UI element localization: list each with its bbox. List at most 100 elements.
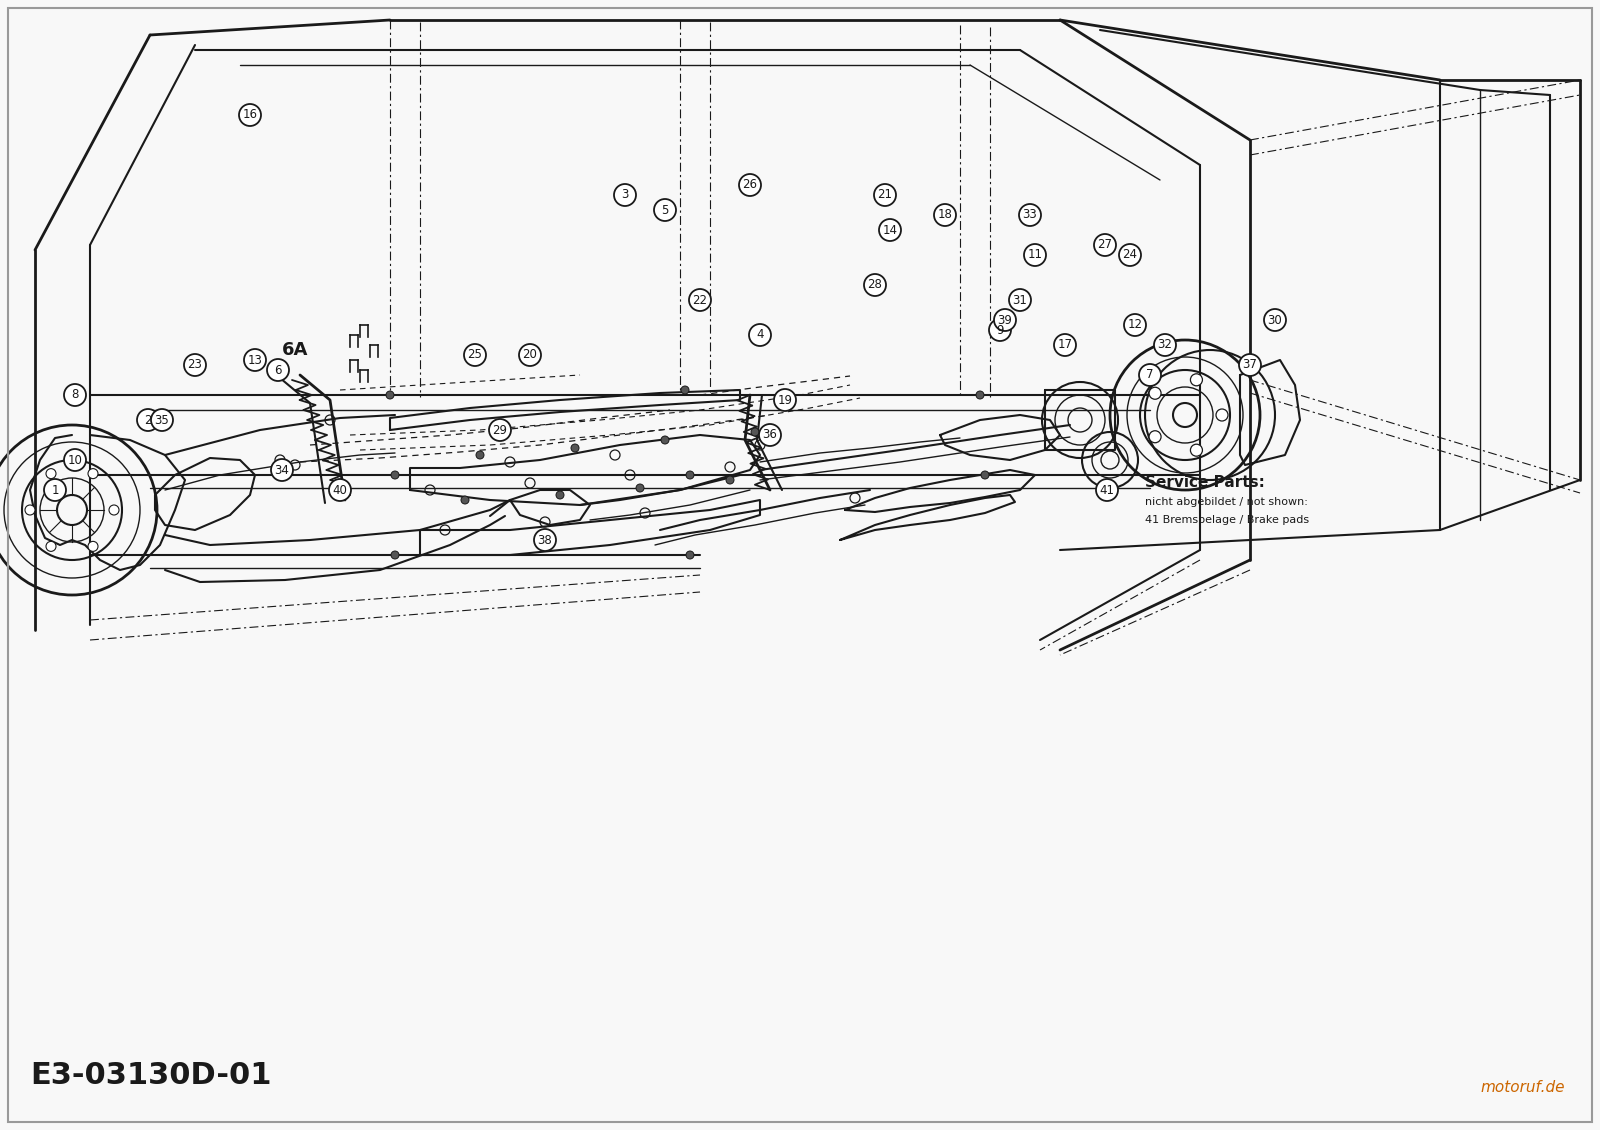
Circle shape xyxy=(1238,354,1261,376)
Text: 21: 21 xyxy=(877,189,893,201)
Circle shape xyxy=(243,349,266,371)
Circle shape xyxy=(682,386,690,394)
Text: 41: 41 xyxy=(1099,484,1115,496)
Circle shape xyxy=(1118,244,1141,266)
Circle shape xyxy=(637,484,643,492)
Circle shape xyxy=(749,324,771,346)
Text: 9: 9 xyxy=(997,323,1003,337)
Circle shape xyxy=(534,529,557,551)
Circle shape xyxy=(109,505,118,515)
Circle shape xyxy=(726,476,734,484)
Text: 3: 3 xyxy=(621,189,629,201)
Circle shape xyxy=(1216,409,1229,421)
Text: 32: 32 xyxy=(1157,339,1173,351)
Circle shape xyxy=(864,273,886,296)
Circle shape xyxy=(1190,444,1203,457)
Text: 12: 12 xyxy=(1128,319,1142,331)
Text: 17: 17 xyxy=(1058,339,1072,351)
Circle shape xyxy=(1010,289,1030,311)
Text: 40: 40 xyxy=(333,484,347,496)
Text: 16: 16 xyxy=(243,108,258,122)
Circle shape xyxy=(989,319,1011,341)
Text: 13: 13 xyxy=(248,354,262,366)
Circle shape xyxy=(1190,374,1203,385)
Text: 25: 25 xyxy=(467,348,483,362)
Text: 10: 10 xyxy=(67,453,83,467)
Circle shape xyxy=(1019,205,1042,226)
Text: 8: 8 xyxy=(72,389,78,401)
Circle shape xyxy=(64,449,86,471)
Circle shape xyxy=(330,479,350,501)
Circle shape xyxy=(1149,388,1162,399)
Circle shape xyxy=(976,391,984,399)
Text: E3-03130D-01: E3-03130D-01 xyxy=(30,1061,272,1090)
Circle shape xyxy=(661,436,669,444)
Text: 31: 31 xyxy=(1013,294,1027,306)
Text: nicht abgebildet / not shown:: nicht abgebildet / not shown: xyxy=(1146,497,1307,507)
Circle shape xyxy=(739,174,762,195)
Circle shape xyxy=(981,471,989,479)
Circle shape xyxy=(994,308,1016,331)
Circle shape xyxy=(654,199,675,221)
Text: 24: 24 xyxy=(1123,249,1138,261)
Circle shape xyxy=(1139,364,1162,386)
Circle shape xyxy=(464,344,486,366)
Text: 36: 36 xyxy=(763,428,778,442)
Text: 22: 22 xyxy=(693,294,707,306)
Circle shape xyxy=(267,359,290,381)
Circle shape xyxy=(1054,334,1075,356)
Text: 2: 2 xyxy=(144,414,152,426)
Text: 19: 19 xyxy=(778,393,792,407)
Circle shape xyxy=(270,459,293,481)
Circle shape xyxy=(46,469,56,479)
Text: 7: 7 xyxy=(1146,368,1154,382)
Circle shape xyxy=(1264,308,1286,331)
Circle shape xyxy=(45,479,66,501)
Text: 5: 5 xyxy=(661,203,669,217)
Text: 11: 11 xyxy=(1027,249,1043,261)
Circle shape xyxy=(878,219,901,241)
Text: 38: 38 xyxy=(538,533,552,547)
Circle shape xyxy=(614,184,637,206)
Circle shape xyxy=(238,104,261,127)
Circle shape xyxy=(571,444,579,452)
Circle shape xyxy=(64,384,86,406)
Circle shape xyxy=(386,391,394,399)
Circle shape xyxy=(1096,479,1118,501)
Circle shape xyxy=(184,354,206,376)
Text: 4: 4 xyxy=(757,329,763,341)
Circle shape xyxy=(390,471,398,479)
Text: 26: 26 xyxy=(742,179,757,191)
Text: Service Parts:: Service Parts: xyxy=(1146,475,1266,490)
Text: 14: 14 xyxy=(883,224,898,236)
Circle shape xyxy=(150,409,173,431)
Text: 35: 35 xyxy=(155,414,170,426)
Circle shape xyxy=(46,541,56,551)
Text: 33: 33 xyxy=(1022,209,1037,221)
Circle shape xyxy=(758,424,781,446)
Text: 23: 23 xyxy=(187,358,203,372)
Circle shape xyxy=(88,541,98,551)
Circle shape xyxy=(874,184,896,206)
Circle shape xyxy=(557,492,563,499)
Text: 6: 6 xyxy=(274,364,282,376)
Circle shape xyxy=(1024,244,1046,266)
Text: 30: 30 xyxy=(1267,313,1282,327)
Text: 28: 28 xyxy=(867,278,883,292)
Circle shape xyxy=(934,205,957,226)
Circle shape xyxy=(750,428,758,436)
Circle shape xyxy=(1123,314,1146,336)
Text: motoruf.de: motoruf.de xyxy=(1480,1080,1565,1095)
Circle shape xyxy=(1094,234,1117,257)
Circle shape xyxy=(774,389,797,411)
Text: 37: 37 xyxy=(1243,358,1258,372)
Circle shape xyxy=(26,505,35,515)
Circle shape xyxy=(490,419,510,441)
Circle shape xyxy=(1149,431,1162,443)
Text: 41 Bremsbelage / Brake pads: 41 Bremsbelage / Brake pads xyxy=(1146,515,1309,525)
Circle shape xyxy=(686,551,694,559)
Circle shape xyxy=(390,551,398,559)
Text: 18: 18 xyxy=(938,209,952,221)
Text: 34: 34 xyxy=(275,463,290,477)
Circle shape xyxy=(461,496,469,504)
